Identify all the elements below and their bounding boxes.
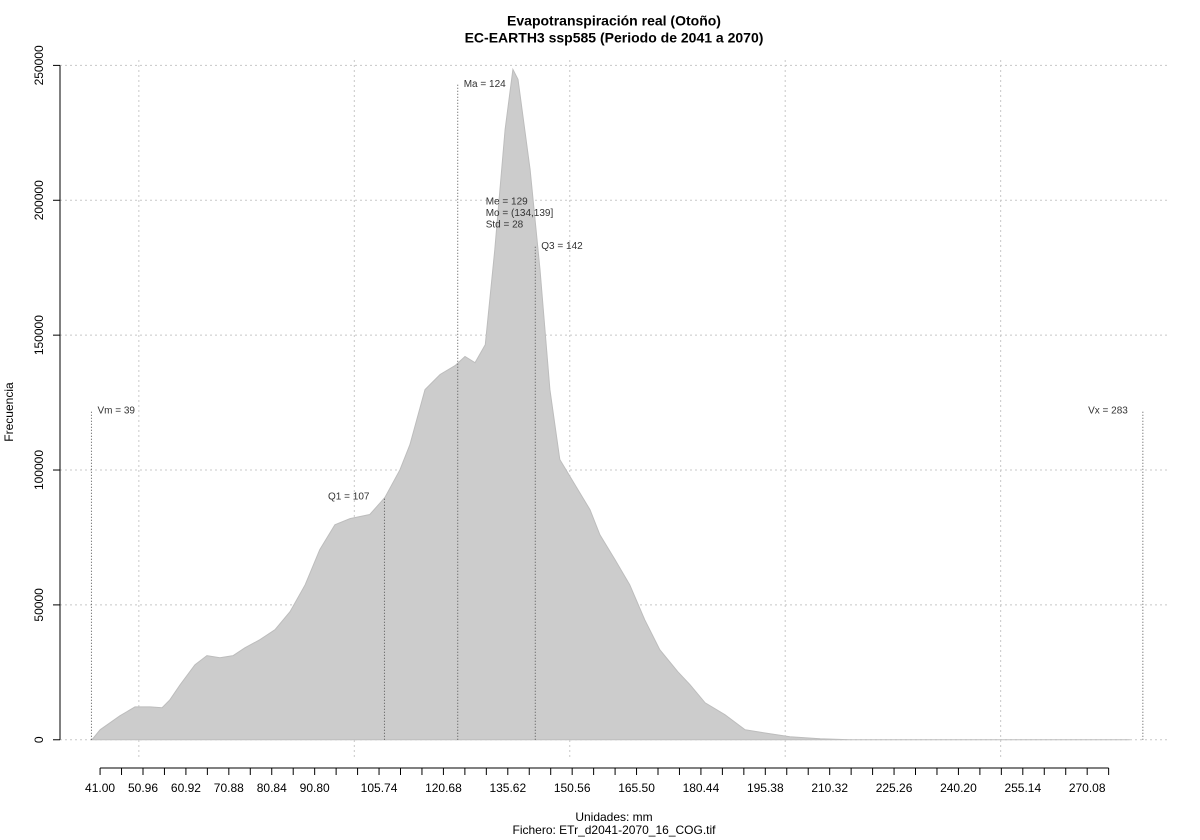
y-tick-label: 150000 bbox=[32, 315, 46, 355]
y-tick-label: 0 bbox=[32, 736, 46, 743]
y-tick-label: 100000 bbox=[32, 450, 46, 490]
annotation-label: Vx = 283 bbox=[1088, 405, 1128, 416]
x-tick-label: 165.50 bbox=[618, 781, 655, 795]
x-tick-label: 150.56 bbox=[554, 781, 591, 795]
density-area bbox=[90, 67, 1130, 741]
chart-subtitle: EC-EARTH3 ssp585 (Periodo de 2041 a 2070… bbox=[465, 30, 764, 46]
x-tick-label: 50.96 bbox=[128, 781, 158, 795]
x-tick-label: 210.32 bbox=[811, 781, 848, 795]
x-axis-label: Unidades: mm bbox=[575, 810, 652, 824]
annotation-label: Ma = 124 bbox=[464, 79, 506, 90]
x-tick-label: 135.62 bbox=[489, 781, 526, 795]
x-tick-label: 195.38 bbox=[747, 781, 784, 795]
y-tick-label: 250000 bbox=[32, 45, 46, 85]
x-tick-label: 240.20 bbox=[940, 781, 977, 795]
annotation-label: Q3 = 142 bbox=[541, 241, 583, 252]
x-tick-label: 60.92 bbox=[171, 781, 201, 795]
x-tick-label: 90.80 bbox=[300, 781, 330, 795]
y-tick-label: 200000 bbox=[32, 180, 46, 220]
chart-title: Evapotranspiración real (Otoño) bbox=[507, 13, 721, 29]
annotation-label: Q1 = 107 bbox=[328, 492, 370, 503]
x-tick-label: 80.84 bbox=[257, 781, 287, 795]
stats-text: Mo = (134,139] bbox=[486, 208, 554, 219]
caption: Fichero: ETr_d2041-2070_16_COG.tif bbox=[513, 823, 717, 837]
stats-text: Std = 28 bbox=[486, 220, 524, 231]
x-tick-label: 41.00 bbox=[85, 781, 115, 795]
x-tick-label: 270.08 bbox=[1069, 781, 1106, 795]
x-tick-label: 180.44 bbox=[683, 781, 720, 795]
x-tick-label: 225.26 bbox=[876, 781, 913, 795]
y-tick-label: 50000 bbox=[32, 588, 46, 622]
x-tick-label: 105.74 bbox=[361, 781, 398, 795]
annotation-label: Vm = 39 bbox=[97, 405, 135, 416]
x-tick-label: 120.68 bbox=[425, 781, 462, 795]
stats-text: Me = 129 bbox=[486, 197, 528, 208]
x-tick-label: 70.88 bbox=[214, 781, 244, 795]
y-axis-label: Frecuencia bbox=[2, 382, 16, 442]
x-tick-label: 255.14 bbox=[1004, 781, 1041, 795]
